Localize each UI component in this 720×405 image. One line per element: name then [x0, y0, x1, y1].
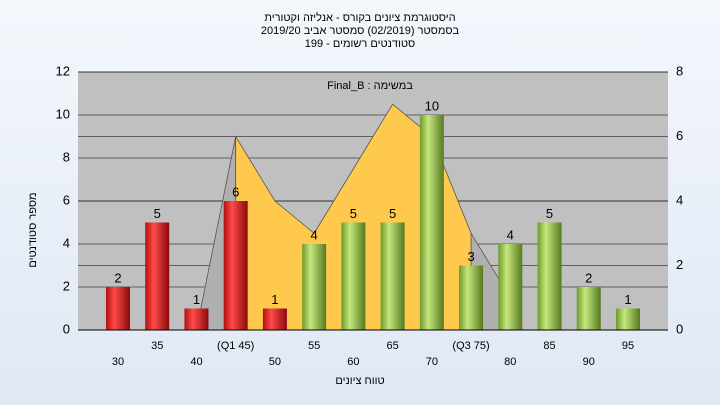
y-tick-label: 4 [63, 235, 70, 250]
bar [459, 265, 484, 330]
bar [145, 222, 170, 330]
data-label: 1 [624, 292, 631, 307]
data-label: 1 [193, 292, 200, 307]
x-tick-label: 95 [622, 340, 634, 352]
bar [615, 308, 640, 330]
bar [302, 244, 327, 330]
x-tick-label: 35 [151, 340, 163, 352]
x-tick-label: 50 [269, 356, 281, 368]
data-label: 2 [585, 270, 592, 285]
y-tick-label: 8 [63, 149, 70, 164]
data-label: 5 [154, 206, 161, 221]
title-line: סטודנטים רשומים - 199 [305, 38, 416, 50]
x-tick-label: (Q3 75) [452, 340, 489, 352]
x-tick-label: 65 [386, 340, 398, 352]
data-label: 4 [507, 227, 514, 242]
y-tick-label: 6 [63, 192, 70, 207]
bar [262, 308, 287, 330]
y-tick-label: 10 [56, 106, 70, 121]
y-tick-label: 12 [56, 63, 70, 78]
data-label: 3 [467, 249, 474, 264]
bar [106, 287, 130, 330]
x-tick-label: 40 [190, 356, 202, 368]
y2-tick-label: 8 [676, 63, 683, 78]
data-label: 4 [311, 227, 318, 242]
x-tick-label: 30 [112, 356, 124, 368]
data-label: 6 [232, 184, 239, 199]
bar [537, 222, 562, 330]
y-tick-label: 2 [63, 278, 70, 293]
x-tick-label: 80 [504, 356, 516, 368]
bar [341, 222, 366, 330]
y2-tick-label: 0 [676, 321, 683, 336]
data-label: 1 [271, 292, 278, 307]
bar [498, 244, 523, 330]
x-tick-label: (Q1 45) [217, 340, 254, 352]
bar [223, 201, 248, 330]
x-tick-label: 55 [308, 340, 320, 352]
bar [380, 222, 405, 330]
x-tick-label: 70 [426, 356, 438, 368]
title-line: בסמסטר (02/2019) סמסטר אביב 2019/20 [261, 25, 460, 37]
bar [576, 287, 601, 330]
data-label: 5 [350, 206, 357, 221]
y2-tick-label: 6 [676, 128, 683, 143]
x-tick-label: 85 [543, 340, 555, 352]
bar [184, 308, 209, 330]
x-tick-label: 90 [583, 356, 595, 368]
bar [419, 115, 444, 330]
y-axis-label: מספר סטודנטים [27, 192, 39, 267]
data-label: 10 [425, 98, 439, 113]
y2-tick-label: 4 [676, 192, 683, 207]
y-tick-label: 0 [63, 321, 70, 336]
annotation: במשימה : Final_B [327, 80, 413, 92]
title-line: היסטוגרמת ציונים בקורס - אנליזה וקטורית [264, 11, 455, 24]
x-tick-label: 60 [347, 356, 359, 368]
y2-tick-label: 2 [676, 257, 683, 272]
data-label: 2 [114, 270, 121, 285]
data-label: 5 [546, 206, 553, 221]
x-axis-label: טווח ציונים [335, 375, 384, 387]
data-label: 5 [389, 206, 396, 221]
